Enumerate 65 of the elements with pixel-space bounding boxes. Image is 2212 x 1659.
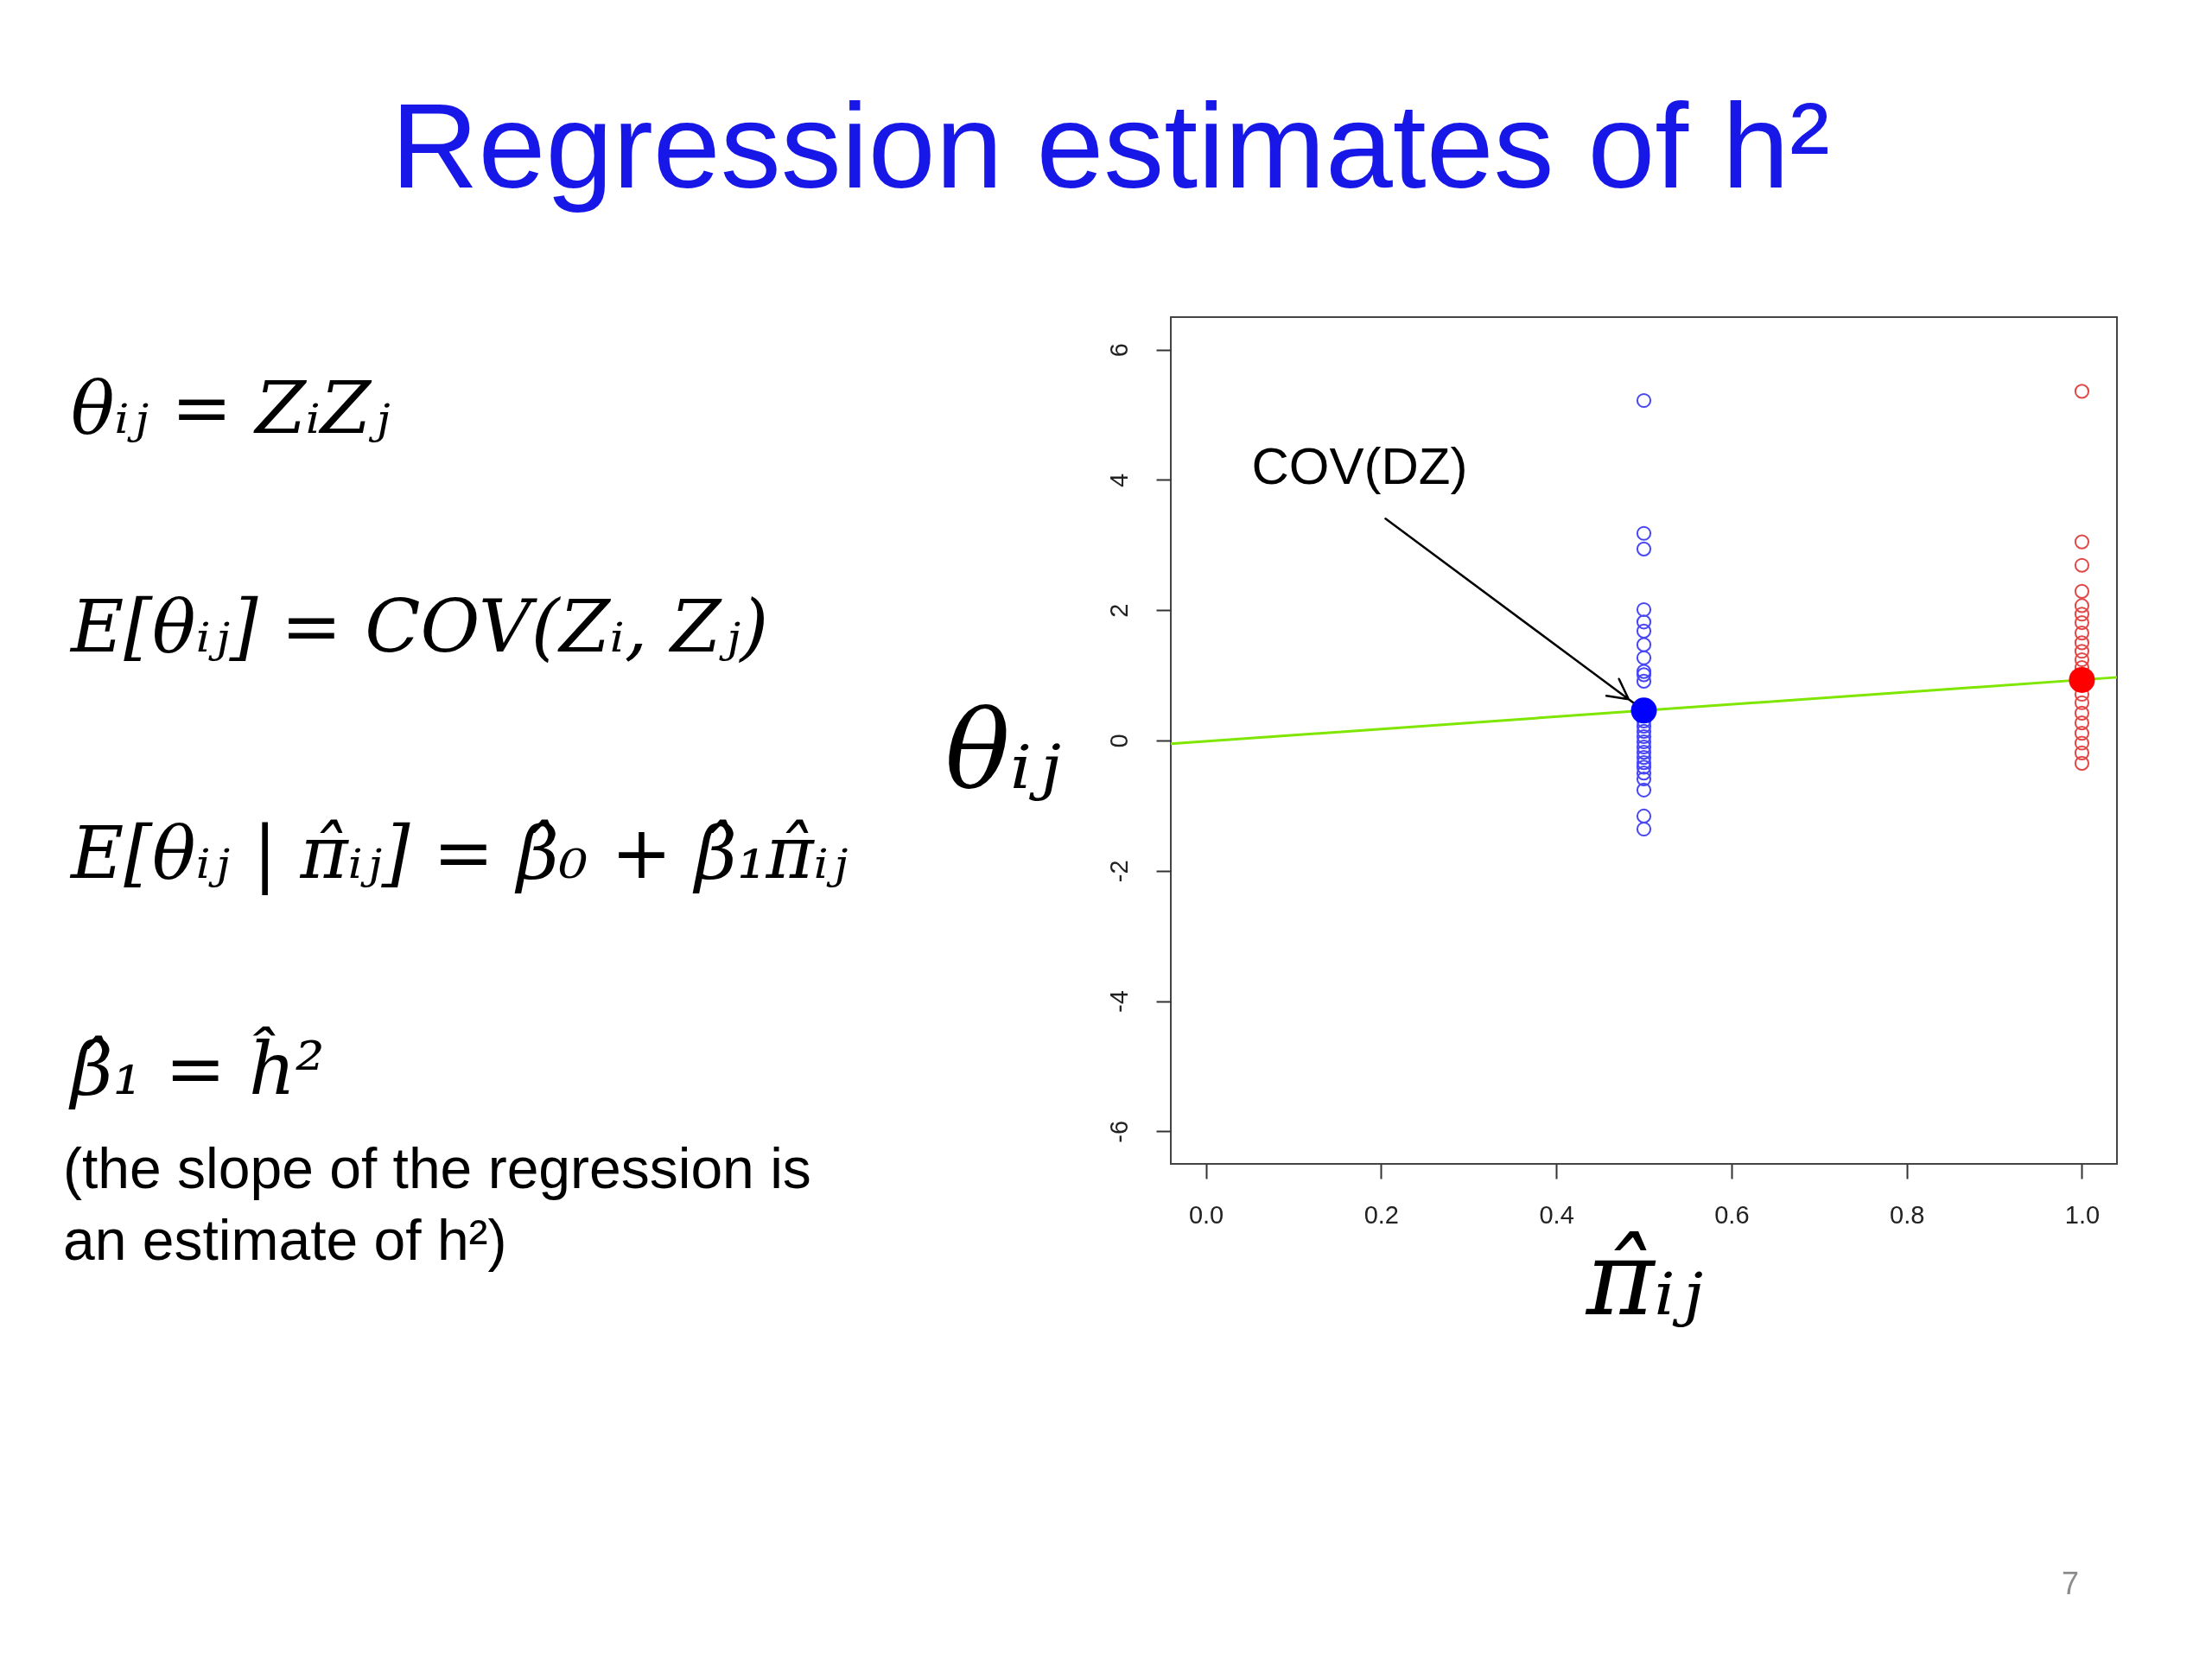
point [1636, 766, 1652, 781]
point [1636, 650, 1652, 665]
y-tick-label: 2 [1104, 603, 1133, 618]
point [2074, 644, 2090, 659]
y-tick-label: 4 [1104, 473, 1133, 488]
x-tick-label: 0.0 [1188, 1200, 1224, 1229]
point [2074, 534, 2090, 550]
point [1636, 664, 1652, 679]
point [2074, 735, 2090, 751]
point [2074, 557, 2090, 573]
y-axis-title: θᵢⱼ [944, 687, 1061, 813]
point [1636, 541, 1652, 556]
x-tick-label: 0.4 [1539, 1200, 1574, 1229]
text: β̂₁ = ĥ² [68, 1027, 325, 1111]
point [1636, 750, 1652, 766]
text: (the slope of the regression is an estimate of h²) [63, 1136, 811, 1272]
y-tick-label: -6 [1104, 1120, 1133, 1143]
point [2074, 626, 2090, 641]
point [1636, 782, 1652, 798]
x-axis-title: π̂ᵢⱼ [1584, 1217, 1703, 1338]
annotation: COV(DZ) [1251, 437, 1468, 496]
point [1636, 667, 1652, 683]
text: E[θᵢⱼ] = COV(Zᵢ, Zⱼ) [69, 584, 769, 669]
point [2074, 614, 2090, 631]
point [1636, 525, 1652, 541]
point [1636, 808, 1652, 824]
x-tick-label: 0.8 [1890, 1200, 1925, 1229]
point [1636, 601, 1652, 618]
point [2074, 652, 2090, 668]
y-tick-label: -4 [1104, 990, 1133, 1013]
point [2074, 384, 2090, 399]
point [1636, 760, 1652, 775]
point [1636, 392, 1652, 409]
text: E[θᵢⱼ | π̂ᵢⱼ] = β̂₀ + β̂₁π̂ᵢⱼ [69, 810, 848, 895]
point [1636, 745, 1652, 760]
y-tick-label: 0 [1104, 734, 1133, 748]
point [1636, 821, 1652, 837]
point [1636, 673, 1652, 689]
point [2074, 695, 2090, 710]
point [2074, 755, 2090, 771]
point [2074, 598, 2090, 613]
point [2074, 726, 2090, 741]
chart-title: Regression estimates of h² [391, 78, 1830, 213]
point [1636, 614, 1652, 630]
y-tick-label: 6 [1104, 343, 1133, 358]
point [1636, 755, 1652, 771]
text: θᵢⱼ = ZᵢZⱼ [71, 365, 391, 450]
point [1636, 637, 1652, 652]
point [2074, 705, 2090, 721]
y-tick-label: -2 [1104, 860, 1133, 883]
point [2074, 607, 2090, 622]
x-tick-label: 1.0 [2064, 1200, 2101, 1229]
point [1636, 623, 1652, 639]
point [1636, 723, 1652, 740]
text: 7 [2061, 1566, 2080, 1601]
point [2074, 715, 2090, 731]
point [1636, 734, 1652, 750]
point [1636, 771, 1652, 787]
point [2074, 635, 2090, 651]
point [1636, 739, 1652, 755]
x-tick-label: 0.2 [1363, 1200, 1399, 1229]
point [1636, 728, 1652, 745]
point [2074, 583, 2090, 599]
point [2074, 745, 2090, 760]
x-tick-label: 0.6 [1714, 1200, 1750, 1229]
